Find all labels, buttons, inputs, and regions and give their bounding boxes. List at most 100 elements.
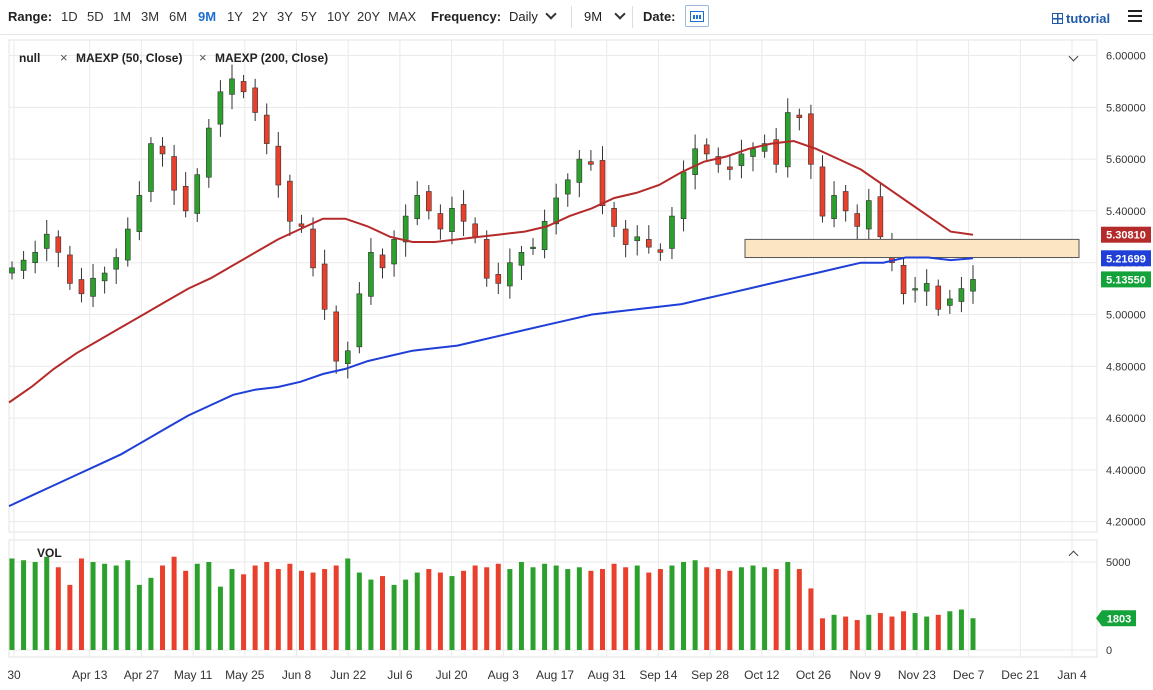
range-button-3y[interactable]: 3Y [277,9,293,24]
frequency-select[interactable]: Daily [509,8,557,25]
volume-bar [877,613,883,650]
y-tick-label: 5.00000 [1106,309,1146,321]
candle-body [20,259,27,271]
volume-bar [854,620,860,650]
candle-body [379,254,386,269]
volume-bar [229,569,235,650]
candle-body [414,195,421,219]
close-price-badge: 5.13550 [1101,271,1151,288]
range-button-1d[interactable]: 1D [61,9,78,24]
period-select[interactable]: 9M [584,8,626,25]
remove-ma50-icon[interactable]: × [60,50,68,65]
legend-null: null [19,51,41,65]
tutorial-icon [1052,13,1063,24]
x-tick-label: Apr 27 [124,668,160,682]
remove-ma200-icon[interactable]: × [199,50,207,65]
volume-bar [646,572,652,650]
candle-body [854,213,861,227]
candle-body [923,283,930,292]
candle-body [727,166,733,170]
y-tick-label: 5.80000 [1106,102,1146,114]
x-tick-label: Dec 7 [953,668,985,682]
candle-body [912,288,918,291]
ma200-price-badge: 5.21699 [1101,250,1151,267]
volume-bar [958,609,964,650]
candle-body [9,267,15,274]
volume-bar [298,570,304,650]
range-button-2y[interactable]: 2Y [252,9,268,24]
candle-body [171,156,177,191]
range-button-5y[interactable]: 5Y [301,9,317,24]
volume-bar [264,562,270,650]
candle-body [773,139,779,165]
range-button-20y[interactable]: 20Y [357,9,381,24]
range-button-1m[interactable]: 1M [113,9,132,24]
ma200-line [8,256,974,508]
volume-bar [217,586,223,650]
volume-bar [692,560,698,650]
candle-body [935,285,942,310]
volume-bar [252,565,258,650]
range-button-1y[interactable]: 1Y [227,9,243,24]
range-button-10y[interactable]: 10Y [327,9,351,24]
candle-body [483,239,490,279]
volume-bar [55,567,61,650]
candle-body [819,166,826,217]
candle-body [611,208,617,227]
volume-bar [831,614,837,650]
candle-body [402,215,409,243]
range-button-3m[interactable]: 3M [141,9,160,24]
range-button-9m[interactable]: 9M [198,9,217,24]
volume-bar [391,584,397,650]
x-tick-label: Jun 8 [282,668,312,682]
hamburger-menu-icon[interactable] [1128,10,1142,22]
volume-bar [44,556,50,650]
volume-bar [241,574,247,650]
volume-bar [310,572,316,650]
volume-bar [970,618,976,650]
candle-body [507,262,513,287]
volume-bar [565,569,571,650]
volume-tick-label: 0 [1106,645,1112,657]
candle-body [900,264,907,295]
volume-bar [819,618,825,650]
price-panel [8,39,1098,533]
volume-bar [356,572,362,650]
candle-body [970,279,976,292]
volume-bar [380,576,386,650]
range-button-max[interactable]: MAX [388,9,417,24]
tutorial-link[interactable]: tutorial [1052,11,1110,26]
candle-body [437,213,444,230]
candle-body [738,153,745,166]
volume-badge: 1803 [1096,610,1136,627]
volume-bar [611,563,617,650]
calendar-icon[interactable] [685,5,709,27]
candle-body [356,293,363,348]
candle-body [715,156,722,165]
volume-bar [102,563,108,650]
ma50-line [8,139,974,404]
volume-bar [275,569,281,650]
candle-body [368,252,374,297]
range-button-6m[interactable]: 6M [169,9,188,24]
candle-body [541,220,548,251]
x-tick-label: Aug 3 [488,668,520,682]
candle-body [298,223,305,227]
candle-body [680,171,687,219]
candle-body [32,252,38,263]
legend-ma200: MAEXP (200, Close) [215,51,329,65]
x-tick-label: Jan 4 [1057,668,1087,682]
volume-bar [715,569,721,650]
volume-bar [727,570,733,650]
volume-badge-text: 1803 [1107,613,1131,625]
candle-body [159,145,166,155]
volume-bar [414,572,420,650]
range-button-5d[interactable]: 5D [87,9,104,24]
x-tick-label: Jul 6 [387,668,413,682]
x-tick-label: May 11 [174,668,213,682]
volume-bar [657,569,663,650]
x-tick-label: Sep 28 [691,668,729,682]
candle-body [692,148,698,175]
volume-bar [530,567,536,650]
